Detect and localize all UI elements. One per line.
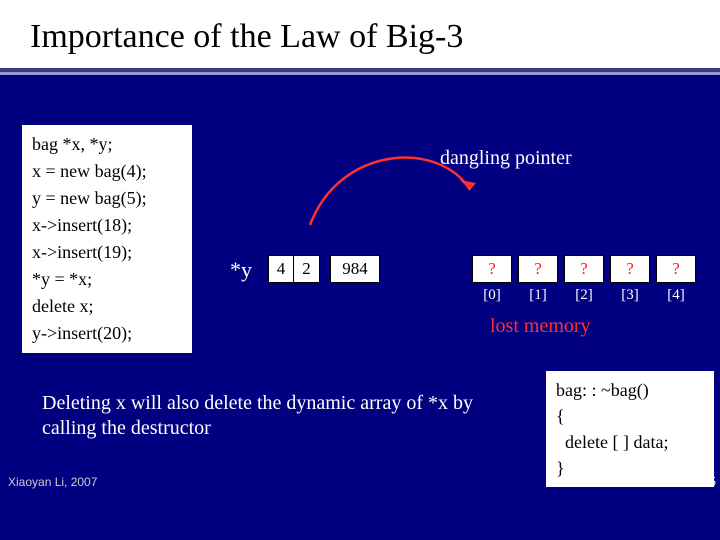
cell: 2 [294, 255, 320, 283]
dangling-array: ? ? ? ? ? [472, 255, 696, 283]
code-line: x->insert(18); [32, 212, 182, 239]
code-line: { [556, 403, 704, 429]
code-line: x->insert(19); [32, 239, 182, 266]
index-label: [2] [564, 287, 604, 304]
lost-memory-label: lost memory [490, 315, 591, 338]
cell: ? [564, 255, 604, 283]
destructor-code-box: bag: : ~bag() { delete [ ] data; } [546, 371, 714, 487]
code-line: y = new bag(5); [32, 185, 182, 212]
cell: ? [472, 255, 512, 283]
array-indices: [0] [1] [2] [3] [4] [472, 287, 696, 304]
code-line: bag: : ~bag() [556, 377, 704, 403]
code-line: delete [ ] data; [556, 429, 704, 455]
dangling-pointer-label: dangling pointer [440, 147, 572, 170]
code-line: } [556, 455, 704, 481]
code-line: y->insert(20); [32, 320, 182, 347]
cell: ? [656, 255, 696, 283]
star-y-label: *y [230, 257, 252, 283]
content-area: bag *x, *y; x = new bag(4); y = new bag(… [0, 75, 720, 495]
title-area: Importance of the Law of Big-3 [0, 0, 720, 68]
code-box: bag *x, *y; x = new bag(4); y = new bag(… [22, 125, 192, 353]
index-label: [3] [610, 287, 650, 304]
cell: 4 [268, 255, 294, 283]
index-label: [4] [656, 287, 696, 304]
slide-title: Importance of the Law of Big-3 [30, 18, 700, 56]
index-label: [0] [472, 287, 512, 304]
cell: ? [518, 255, 558, 283]
code-line: bag *x, *y; [32, 131, 182, 158]
code-line: *y = *x; [32, 266, 182, 293]
index-label: [1] [518, 287, 558, 304]
explanation-text: Deleting x will also delete the dynamic … [42, 391, 482, 441]
footer-author: Xiaoyan Li, 2007 [8, 475, 97, 489]
cell: ? [610, 255, 650, 283]
code-line: delete x; [32, 293, 182, 320]
cell: 984 [330, 255, 380, 283]
y-struct-cells: 4 2 984 [268, 255, 380, 283]
page-number: 5 [709, 474, 716, 489]
code-line: x = new bag(4); [32, 158, 182, 185]
